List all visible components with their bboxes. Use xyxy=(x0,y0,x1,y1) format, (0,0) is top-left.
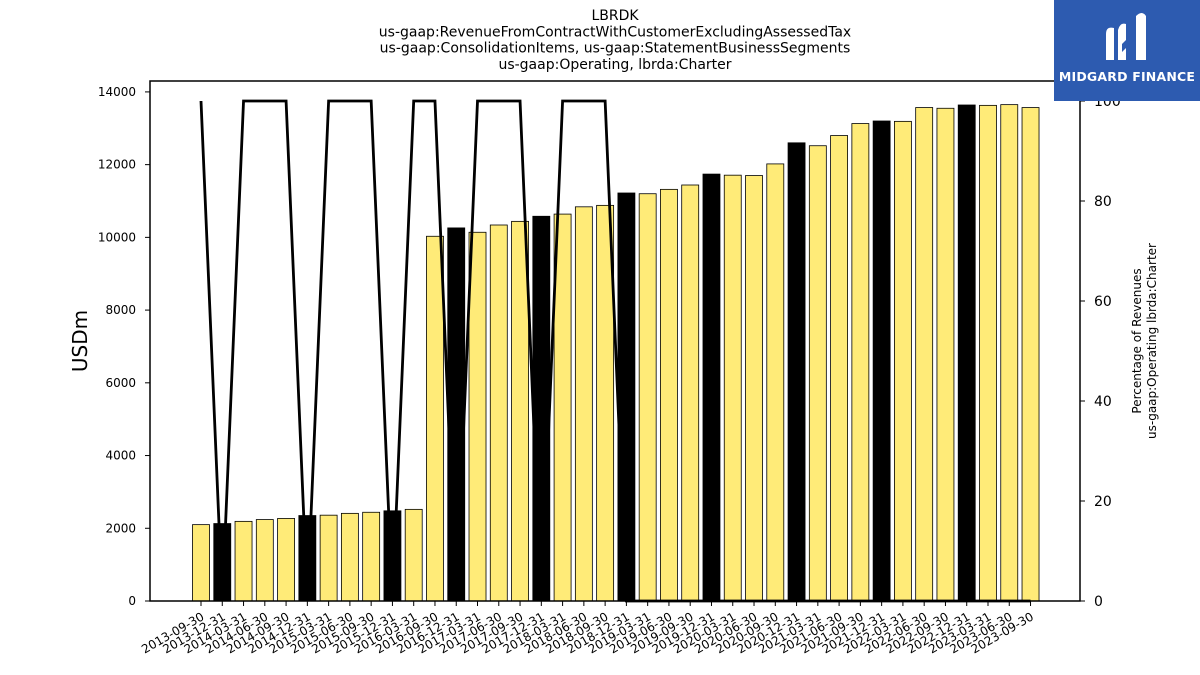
bar xyxy=(681,184,700,602)
logo-mark-icon xyxy=(1106,13,1146,61)
y-axis-label-right: Percentage of Revenues us-gaap:Operating … xyxy=(1130,243,1159,439)
y-tick-label: 10000 xyxy=(98,230,136,244)
bar xyxy=(915,107,934,602)
bar xyxy=(723,174,742,602)
bar xyxy=(830,135,848,602)
plot-frame xyxy=(149,80,1081,602)
y2-tick-label: 20 xyxy=(1094,494,1112,510)
bar xyxy=(192,524,210,602)
bar xyxy=(468,231,487,602)
bar xyxy=(574,206,593,602)
chart-title-line: us-gaap:Operating, lbrda:Charter xyxy=(498,57,731,73)
logo-text: MIDGARD FINANCE xyxy=(1058,69,1196,84)
bar xyxy=(1021,107,1040,602)
bar xyxy=(894,120,912,602)
y-tick-label: 2000 xyxy=(105,521,136,535)
bar xyxy=(426,235,444,602)
y2-tick-label: 80 xyxy=(1094,194,1112,210)
bar xyxy=(511,220,529,602)
y-tick-label: 6000 xyxy=(105,376,136,390)
bar xyxy=(787,142,806,602)
y-axis-left: 0 2000 4000 6000 8000 10000 12000 14000 xyxy=(98,85,150,608)
chart-title-line: LBRDK xyxy=(591,8,639,24)
bar xyxy=(532,215,551,602)
bar xyxy=(872,120,891,602)
bar xyxy=(362,511,381,602)
bar xyxy=(766,163,785,602)
bar xyxy=(447,227,466,602)
y-tick-label: 8000 xyxy=(105,303,136,317)
bar xyxy=(489,224,508,602)
bar xyxy=(404,508,423,602)
y-axis-label-right-line: Percentage of Revenues xyxy=(1130,268,1144,413)
bar xyxy=(255,519,274,602)
bar xyxy=(1000,104,1019,602)
bar-series xyxy=(192,104,1040,602)
bar xyxy=(340,512,359,602)
bar xyxy=(957,104,976,602)
bar xyxy=(277,518,295,602)
brand-logo: MIDGARD FINANCE xyxy=(1054,0,1200,101)
y2-tick-label: 40 xyxy=(1094,394,1112,410)
chart-title: LBRDKus-gaap:RevenueFromContractWithCust… xyxy=(379,8,851,73)
chart-title-line: us-gaap:ConsolidationItems, us-gaap:Stat… xyxy=(380,41,851,57)
bar xyxy=(660,188,678,602)
y-tick-label: 14000 xyxy=(98,85,136,99)
y-tick-label: 0 xyxy=(128,594,136,608)
y-axis-label-right-line: us-gaap:Operating lbrda:Charter xyxy=(1145,243,1159,439)
bar xyxy=(319,514,338,602)
y-tick-label: 12000 xyxy=(98,158,136,172)
bar xyxy=(745,175,763,602)
bar xyxy=(234,520,253,602)
y2-tick-label: 0 xyxy=(1094,594,1103,610)
bar xyxy=(638,193,657,602)
y2-tick-label: 60 xyxy=(1094,294,1112,310)
bar xyxy=(617,192,636,602)
y-axis-label-left: USDm xyxy=(68,310,92,372)
bar xyxy=(979,104,997,602)
y-tick-label: 4000 xyxy=(105,449,136,463)
chart-title-line: us-gaap:RevenueFromContractWithCustomerE… xyxy=(379,24,851,40)
bar xyxy=(936,107,955,602)
x-axis: 2013-09-302013-12-312014-03-312014-06-30… xyxy=(139,601,1036,656)
bar xyxy=(808,145,827,602)
bar xyxy=(851,123,870,602)
bar xyxy=(702,173,721,602)
